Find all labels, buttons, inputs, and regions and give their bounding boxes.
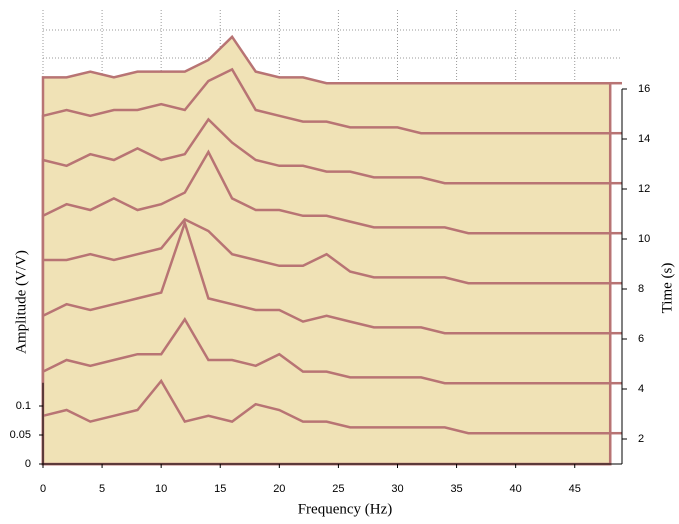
z-tick-label: 2 — [638, 433, 644, 445]
y-tick-label: 0.1 — [16, 400, 31, 412]
x-axis-label: Frequency (Hz) — [298, 501, 393, 517]
x-tick-label: 10 — [155, 483, 167, 495]
x-tick-label: 25 — [332, 483, 344, 495]
y-tick-label: 0.05 — [10, 429, 31, 441]
z-tick-label: 14 — [638, 133, 650, 145]
y-tick-label: 0 — [25, 458, 31, 470]
x-tick-label: 0 — [40, 483, 46, 495]
x-tick-label: 35 — [450, 483, 462, 495]
z-tick-label: 4 — [638, 383, 644, 395]
z-axis-label: Time (s) — [659, 263, 675, 314]
x-tick-label: 20 — [273, 483, 285, 495]
z-tick-label: 8 — [638, 283, 644, 295]
z-tick-label: 12 — [638, 183, 650, 195]
z-tick-label: 10 — [638, 233, 650, 245]
x-tick-label: 5 — [99, 483, 105, 495]
z-tick-label: 16 — [638, 83, 650, 95]
z-tick-label: 6 — [638, 333, 644, 345]
x-tick-label: 45 — [569, 483, 581, 495]
surface-slice — [41, 378, 612, 466]
x-tick-label: 40 — [510, 483, 522, 495]
x-tick-label: 30 — [391, 483, 403, 495]
y-axis-label: Amplitude (V/V) — [13, 250, 29, 354]
x-tick-label: 15 — [214, 483, 226, 495]
